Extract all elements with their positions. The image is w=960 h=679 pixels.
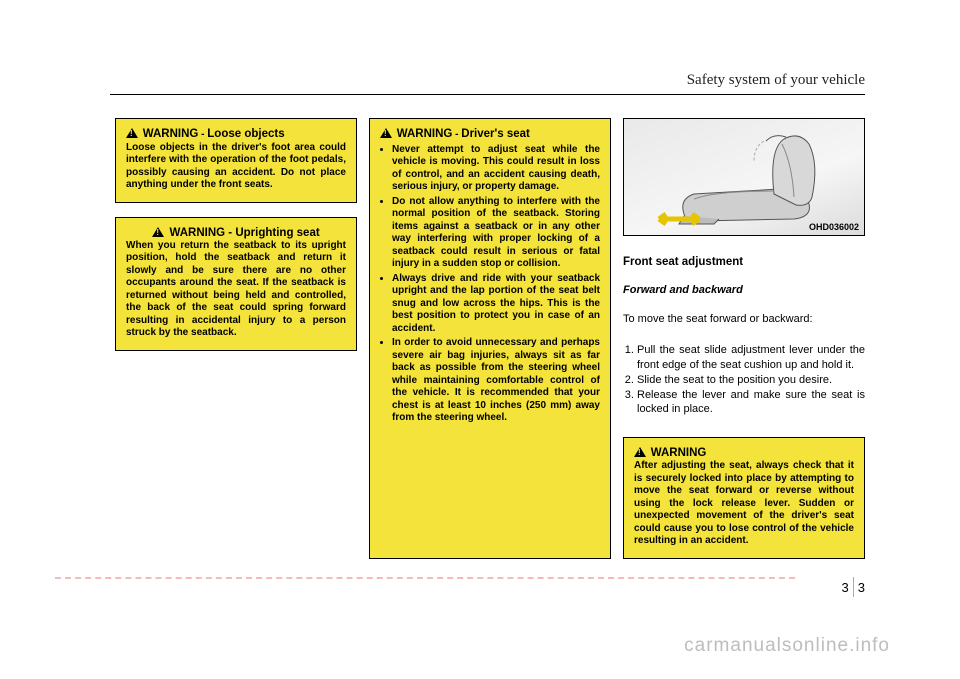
warning-subtitle: Uprighting seat: [235, 227, 319, 239]
warning-heading: WARNING: [634, 446, 854, 461]
footer-dashed-rule: [55, 577, 795, 579]
warning-bullet: Always drive and ride with your seatback…: [392, 273, 600, 336]
content-area: WARNING - Loose objects Loose objects in…: [115, 118, 865, 559]
warning-bullet-list: Never attempt to adjust seat while the v…: [392, 144, 600, 425]
page-number-separator: [853, 577, 854, 597]
page-number: 3 3: [842, 577, 865, 597]
watermark: carmanualsonline.info: [684, 635, 890, 657]
column-3: OHD036002 Front seat adjustment Forward …: [623, 118, 865, 559]
warning-label: WARNING: [397, 128, 453, 140]
warning-label: WARNING: [651, 447, 707, 459]
warning-heading: WARNING - Uprighting seat: [126, 226, 346, 240]
warning-dash: -: [452, 129, 461, 140]
warning-body: When you return the seatback to its upri…: [126, 240, 346, 340]
step-item: Release the lever and make sure the seat…: [637, 388, 865, 417]
warning-icon: [152, 227, 164, 237]
warning-box-loose-objects: WARNING - Loose objects Loose objects in…: [115, 118, 357, 203]
column-1: WARNING - Loose objects Loose objects in…: [115, 118, 357, 559]
step-item: Pull the seat slide adjustment lever und…: [637, 343, 865, 372]
section-title: Front seat adjustment: [623, 256, 865, 268]
lead-text: To move the seat forward or backward:: [623, 312, 865, 326]
warning-body: Loose objects in the driver's foot area …: [126, 142, 346, 192]
page-number-left: 3: [842, 580, 849, 595]
page-number-right: 3: [858, 580, 865, 595]
warning-heading: WARNING - Loose objects: [126, 127, 346, 142]
warning-body: After adjusting the seat, always check t…: [634, 460, 854, 548]
warning-heading: WARNING - Driver's seat: [380, 127, 600, 142]
warning-bullet: Never attempt to adjust seat while the v…: [392, 144, 600, 194]
warning-box-uprighting-seat: WARNING - Uprighting seat When you retur…: [115, 217, 357, 351]
warning-box-after-adjusting: WARNING After adjusting the seat, always…: [623, 437, 865, 559]
warning-label: WARNING: [170, 227, 226, 239]
warning-dash: -: [198, 129, 207, 140]
manual-page: Safety system of your vehicle WARNING - …: [0, 0, 960, 679]
illustration-code: OHD036002: [809, 222, 859, 232]
warning-dash: -: [225, 227, 235, 239]
steps-list: Pull the seat slide adjustment lever und…: [623, 342, 865, 416]
seat-illustration: OHD036002: [623, 118, 865, 236]
warning-bullet: Do not allow anything to interfere with …: [392, 196, 600, 271]
seat-svg: [624, 119, 865, 236]
warning-subtitle: Driver's seat: [461, 128, 530, 140]
page-header: Safety system of your vehicle: [687, 72, 865, 89]
warning-subtitle: Loose objects: [207, 128, 284, 140]
warning-label: WARNING: [143, 128, 199, 140]
header-rule: [110, 94, 865, 95]
warning-icon: [126, 128, 138, 138]
warning-box-drivers-seat: WARNING - Driver's seat Never attempt to…: [369, 118, 611, 559]
warning-icon: [634, 447, 646, 457]
step-item: Slide the seat to the position you desir…: [637, 373, 865, 387]
section-subtitle: Forward and backward: [623, 284, 865, 296]
warning-icon: [380, 128, 392, 138]
column-2: WARNING - Driver's seat Never attempt to…: [369, 118, 611, 559]
warning-bullet: In order to avoid unnecessary and perhap…: [392, 337, 600, 425]
